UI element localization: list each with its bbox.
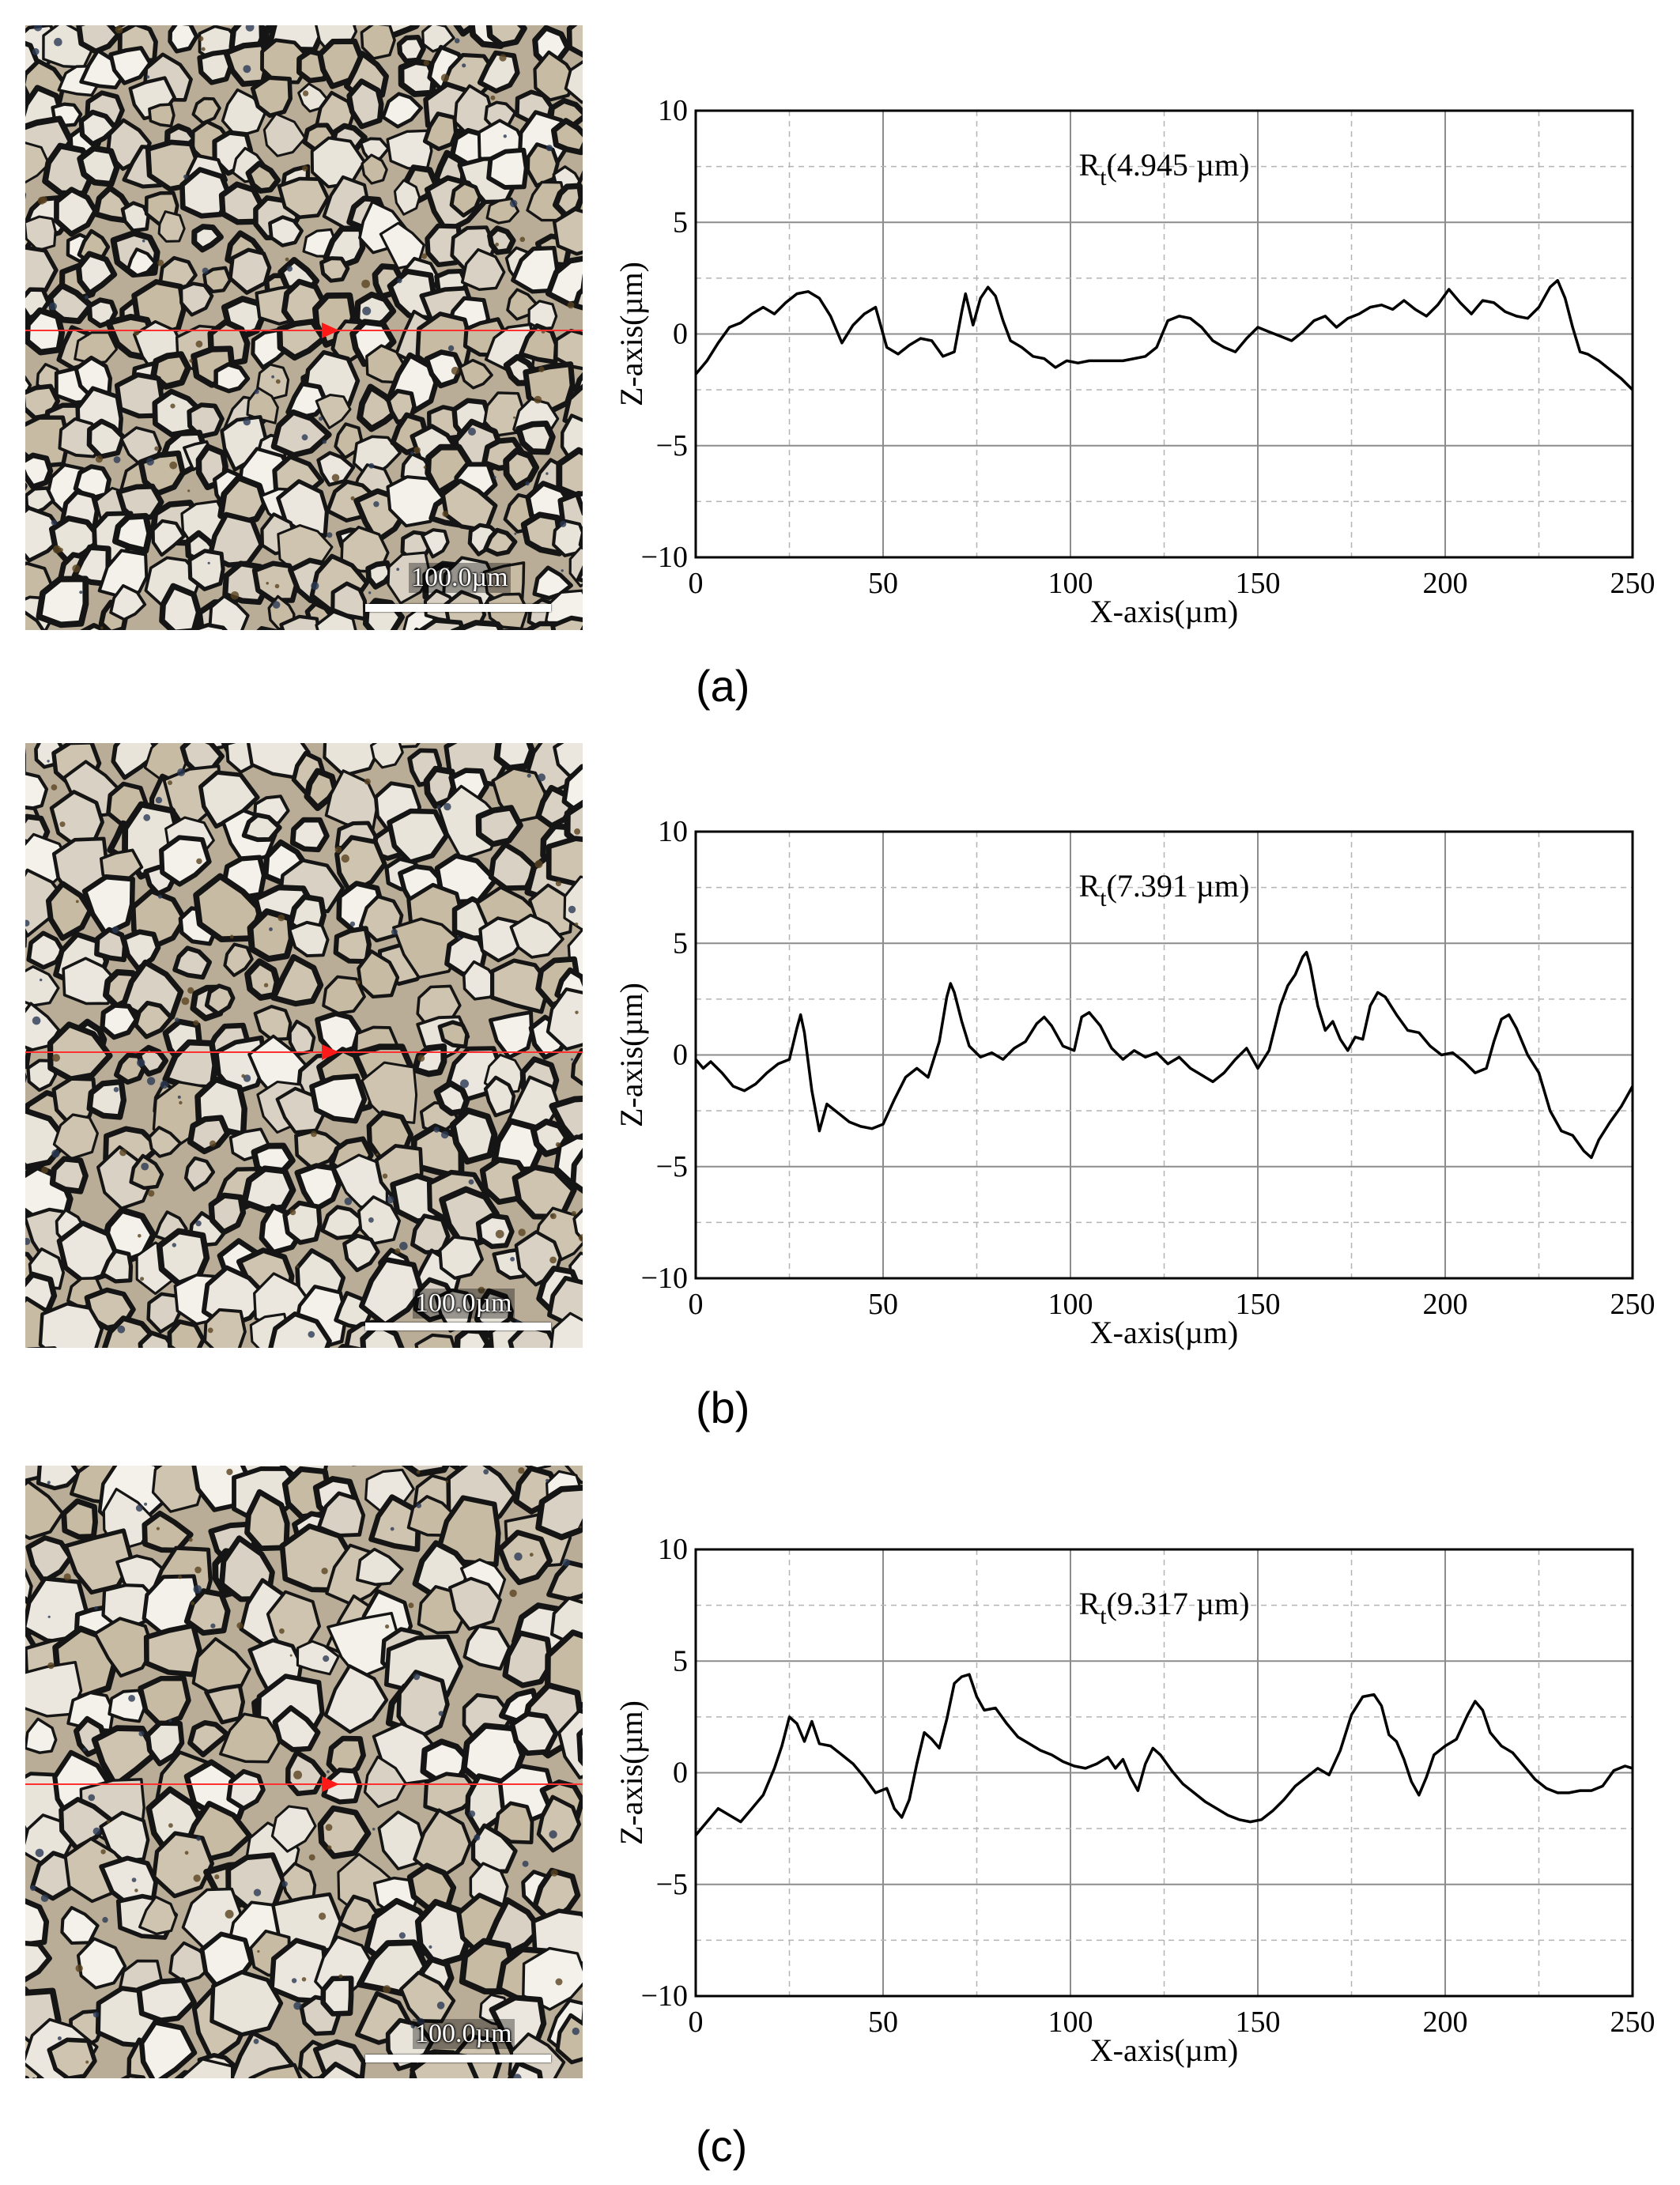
micrograph-texture <box>25 743 583 1348</box>
panel-label: (c) <box>696 2121 748 2171</box>
y-tick-label: 5 <box>673 1644 688 1677</box>
y-tick-label: 10 <box>658 1533 688 1566</box>
y-tick-label: −5 <box>656 429 688 462</box>
x-axis-label: X-axis(µm) <box>1090 2032 1238 2068</box>
scale-bar <box>365 604 551 612</box>
x-tick-label: 150 <box>1236 2006 1281 2039</box>
grid <box>696 111 1633 557</box>
y-tick-label: 10 <box>658 94 688 127</box>
rt-annotation: Rt(7.391 µm) <box>1079 868 1250 911</box>
y-tick-label: −10 <box>641 1979 688 2013</box>
x-tick-label: 0 <box>689 567 704 600</box>
scale-bar-label: 100.0µm <box>409 563 511 593</box>
profile-chart-svg: 0 50 100 150 200 2501050−5−10X-axis(µm)Z-axis… <box>613 815 1655 1350</box>
y-axis-label: Z-axis(µm) <box>613 983 649 1127</box>
y-tick-label: −5 <box>656 1150 688 1183</box>
x-tick-label: 200 <box>1423 567 1468 600</box>
x-tick-label: 100 <box>1048 1288 1093 1321</box>
x-tick-label: 150 <box>1236 1288 1281 1321</box>
plot-frame <box>694 830 1634 1280</box>
x-axis-label: X-axis(µm) <box>1090 594 1238 629</box>
y-tick-label: 5 <box>673 206 688 239</box>
y-tick-label: −10 <box>641 1262 688 1295</box>
panel-label: (b) <box>696 1383 750 1432</box>
x-tick-label: 200 <box>1423 2006 1468 2039</box>
y-tick-label: 10 <box>658 815 688 848</box>
y-tick-label: 5 <box>673 926 688 960</box>
x-tick-label: 150 <box>1236 567 1281 600</box>
y-tick-label: 0 <box>673 1039 688 1072</box>
x-tick-label: 0 <box>689 2006 704 2039</box>
profile-line <box>694 278 1634 391</box>
line-profile-arrow <box>322 323 339 338</box>
x-tick-label: 250 <box>1610 567 1655 600</box>
scale-bar-label: 100.0µm <box>413 2019 515 2049</box>
x-tick-label: 100 <box>1048 2006 1093 2039</box>
panel-a: 100.0µm 0 50 100 150 200 250 10 5 0 −5 −10 X-axis(µ… <box>0 0 1680 727</box>
x-tick-label: 100 <box>1048 567 1093 600</box>
panel-label: (a) <box>696 661 750 711</box>
micrograph-b: 100.0µm <box>25 743 583 1348</box>
micrograph-a: 100.0µm <box>25 25 583 630</box>
y-tick-label: 0 <box>673 1757 688 1790</box>
plot-frame <box>694 1548 1634 1998</box>
grid <box>696 1549 1633 1996</box>
y-tick-label: 0 <box>673 318 688 351</box>
line-profile-marker <box>25 1783 583 1785</box>
micrograph-c: 100.0µm <box>25 1466 583 2078</box>
plot-frame <box>694 109 1634 559</box>
x-tick-label: 50 <box>868 567 898 600</box>
y-tick-label: −10 <box>641 541 688 574</box>
line-profile-marker <box>25 1051 583 1053</box>
micrograph-texture <box>25 1466 583 2078</box>
profile-line <box>694 950 1634 1160</box>
micrograph-texture <box>25 25 583 630</box>
x-axis-label: X-axis(µm) <box>1090 1315 1238 1350</box>
profile-chart-svg: 0 50 100 150 200 2501050−5−10X-axis(µm)Z-axis… <box>613 94 1655 629</box>
x-tick-label: 50 <box>868 2006 898 2039</box>
profile-chart-a: 0 50 100 150 200 250 10 5 0 −5 −10 X-axis(µm) Z-axis… <box>601 94 1655 648</box>
line-profile-marker <box>25 330 583 331</box>
panel-b: 100.0µm 0 50 100 150 200 250 10 5 0 −5 −10 X-axis(µ… <box>0 727 1680 1455</box>
x-tick-label: 250 <box>1610 1288 1655 1321</box>
scale-bar <box>365 1323 551 1330</box>
profile-chart-b: 0 50 100 150 200 250 10 5 0 −5 −10 X-axis(µm) Z-axis… <box>601 815 1655 1369</box>
line-profile-arrow <box>322 1044 339 1060</box>
y-axis-label: Z-axis(µm) <box>613 262 649 406</box>
x-tick-label: 50 <box>868 1288 898 1321</box>
x-tick-label: 0 <box>689 1288 704 1321</box>
profile-chart-svg: 0 50 100 150 200 2501050−5−10X-axis(µm)Z-axis… <box>613 1533 1655 2068</box>
profile-chart-c: 0 50 100 150 200 250 10 5 0 −5 −10 X-axis(µm) Z-axis… <box>601 1533 1655 2087</box>
rt-annotation: Rt(4.945 µm) <box>1079 147 1250 191</box>
panel-c: 100.0µm 0 50 100 150 200 250 10 5 0 −5 −10 X-axis(µ… <box>0 1455 1680 2185</box>
rt-annotation: Rt(9.317 µm) <box>1079 1586 1250 1629</box>
scale-bar <box>365 2055 551 2062</box>
profile-line <box>694 1673 1633 1836</box>
x-tick-label: 250 <box>1610 2006 1655 2039</box>
line-profile-arrow <box>322 1776 339 1792</box>
grid <box>696 832 1633 1278</box>
scale-bar-label: 100.0µm <box>413 1289 515 1319</box>
x-tick-label: 200 <box>1423 1288 1468 1321</box>
y-tick-label: −5 <box>656 1868 688 1901</box>
y-axis-label: Z-axis(µm) <box>613 1700 649 1845</box>
